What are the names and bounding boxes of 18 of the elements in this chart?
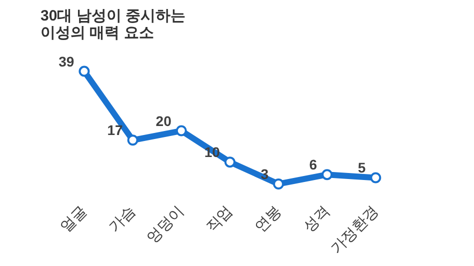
data-label: 6 [309,156,318,173]
point [273,178,284,190]
data-label: 39 [58,53,74,70]
data-label: 20 [156,112,172,129]
point [176,125,187,136]
data-label: 17 [107,122,123,138]
point [224,156,236,168]
x-tick-label: 연봉 [252,202,285,236]
data-label: 5 [358,160,366,176]
chart-title: 30대 남성이 중시하는 이성의 매력 요소 [40,8,186,42]
x-tick-label: 성격 [300,202,334,236]
x-tick-label: 가슴 [106,202,139,236]
point [127,134,138,146]
x-tick-label: 직업 [202,202,236,236]
point [370,172,382,184]
point [78,66,90,77]
point [322,169,333,180]
x-tick-label: 얼굴 [57,202,90,236]
